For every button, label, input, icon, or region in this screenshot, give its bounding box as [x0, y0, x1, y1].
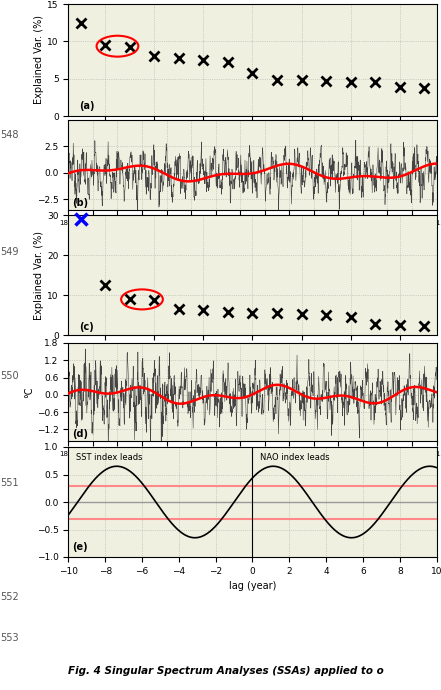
Text: (e): (e) [72, 542, 88, 553]
X-axis label: rank: rank [242, 359, 263, 369]
Text: 550: 550 [0, 371, 19, 381]
Text: NAO index leads: NAO index leads [260, 453, 329, 462]
X-axis label: Year: Year [242, 231, 263, 241]
Text: 552: 552 [0, 592, 19, 602]
Text: (c): (c) [79, 322, 94, 332]
Text: (a): (a) [79, 101, 95, 111]
Text: SST index leads: SST index leads [76, 453, 142, 462]
Text: Fig. 4 Singular Spectrum Analyses (SSAs) applied to o: Fig. 4 Singular Spectrum Analyses (SSAs)… [68, 666, 384, 676]
X-axis label: Year: Year [242, 462, 263, 472]
Text: 553: 553 [0, 633, 19, 643]
Text: 551: 551 [0, 478, 19, 488]
Y-axis label: °C: °C [24, 386, 34, 397]
Y-axis label: Explained Var. (%): Explained Var. (%) [34, 15, 45, 104]
Text: 549: 549 [0, 247, 19, 257]
Text: (b): (b) [72, 199, 88, 208]
X-axis label: lag (year): lag (year) [229, 581, 276, 591]
Text: (d): (d) [72, 429, 88, 439]
Y-axis label: Explained Var. (%): Explained Var. (%) [34, 230, 45, 319]
Text: 548: 548 [0, 130, 19, 139]
X-axis label: rank: rank [242, 140, 263, 150]
